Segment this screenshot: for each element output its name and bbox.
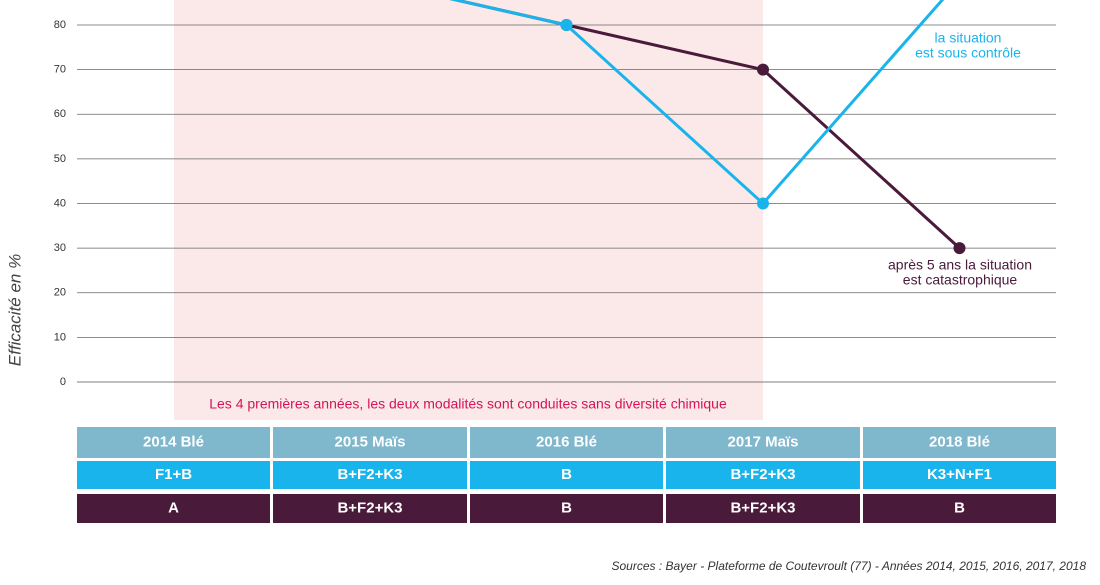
table-cell [666, 427, 860, 458]
table-cell [863, 494, 1056, 523]
table-text: B [561, 466, 572, 483]
table-text: B [954, 499, 965, 516]
table-cell [77, 427, 270, 458]
point [757, 197, 769, 210]
table-cell [470, 494, 663, 523]
table-cell [273, 461, 467, 489]
table-text: B+F2+K3 [730, 499, 795, 516]
y-axis-label: Efficacité en % [5, 254, 24, 366]
table-cell [470, 461, 663, 489]
source: Sources : Bayer - Plateforme de Coutevro… [611, 559, 1086, 573]
y-tick-label: 40 [54, 197, 66, 209]
table-cell [863, 427, 1056, 458]
table-cell [273, 427, 467, 458]
x-tick-label: 2014 Blé [143, 433, 204, 450]
annotation: la situation [935, 30, 1002, 46]
x-tick-label: 2017 Maïs [728, 433, 799, 450]
table-cell [666, 494, 860, 523]
y-tick-label: 80 [54, 19, 66, 31]
table-cell [666, 461, 860, 489]
point [560, 19, 573, 31]
y-tick-label: 70 [54, 64, 66, 76]
y-tick-label: 30 [54, 242, 66, 254]
y-tick-label: 60 [54, 108, 66, 120]
x-tick-label: 2015 Maïs [335, 433, 406, 450]
annotation: est sous contrôle [915, 45, 1021, 61]
annotation: est catastrophique [903, 272, 1018, 288]
shaded-period [174, 0, 763, 420]
table-text: A [168, 499, 179, 516]
table-cell [863, 461, 1056, 489]
table-cell [77, 461, 270, 489]
band-note: Les 4 premières années, les deux modalit… [209, 396, 727, 412]
table-cell [470, 427, 663, 458]
point [757, 63, 769, 76]
table-text: B+F2+K3 [730, 466, 795, 483]
table-text: B [561, 499, 572, 516]
y-tick-label: 50 [54, 153, 66, 165]
table-text: B+F2+K3 [337, 466, 402, 483]
table-cell [273, 494, 467, 523]
annotation: après 5 ans la situation [888, 257, 1032, 273]
y-tick-label: 0 [60, 376, 66, 388]
table-cell [77, 494, 270, 523]
point [953, 242, 966, 255]
table-text: F1+B [155, 466, 192, 483]
table-text: K3+N+F1 [927, 466, 992, 483]
y-tick-label: 10 [54, 331, 66, 343]
table-text: B+F2+K3 [337, 499, 402, 516]
x-tick-label: 2016 Blé [536, 433, 597, 450]
y-tick-label: 20 [54, 287, 66, 299]
x-tick-label: 2018 Blé [929, 433, 990, 450]
